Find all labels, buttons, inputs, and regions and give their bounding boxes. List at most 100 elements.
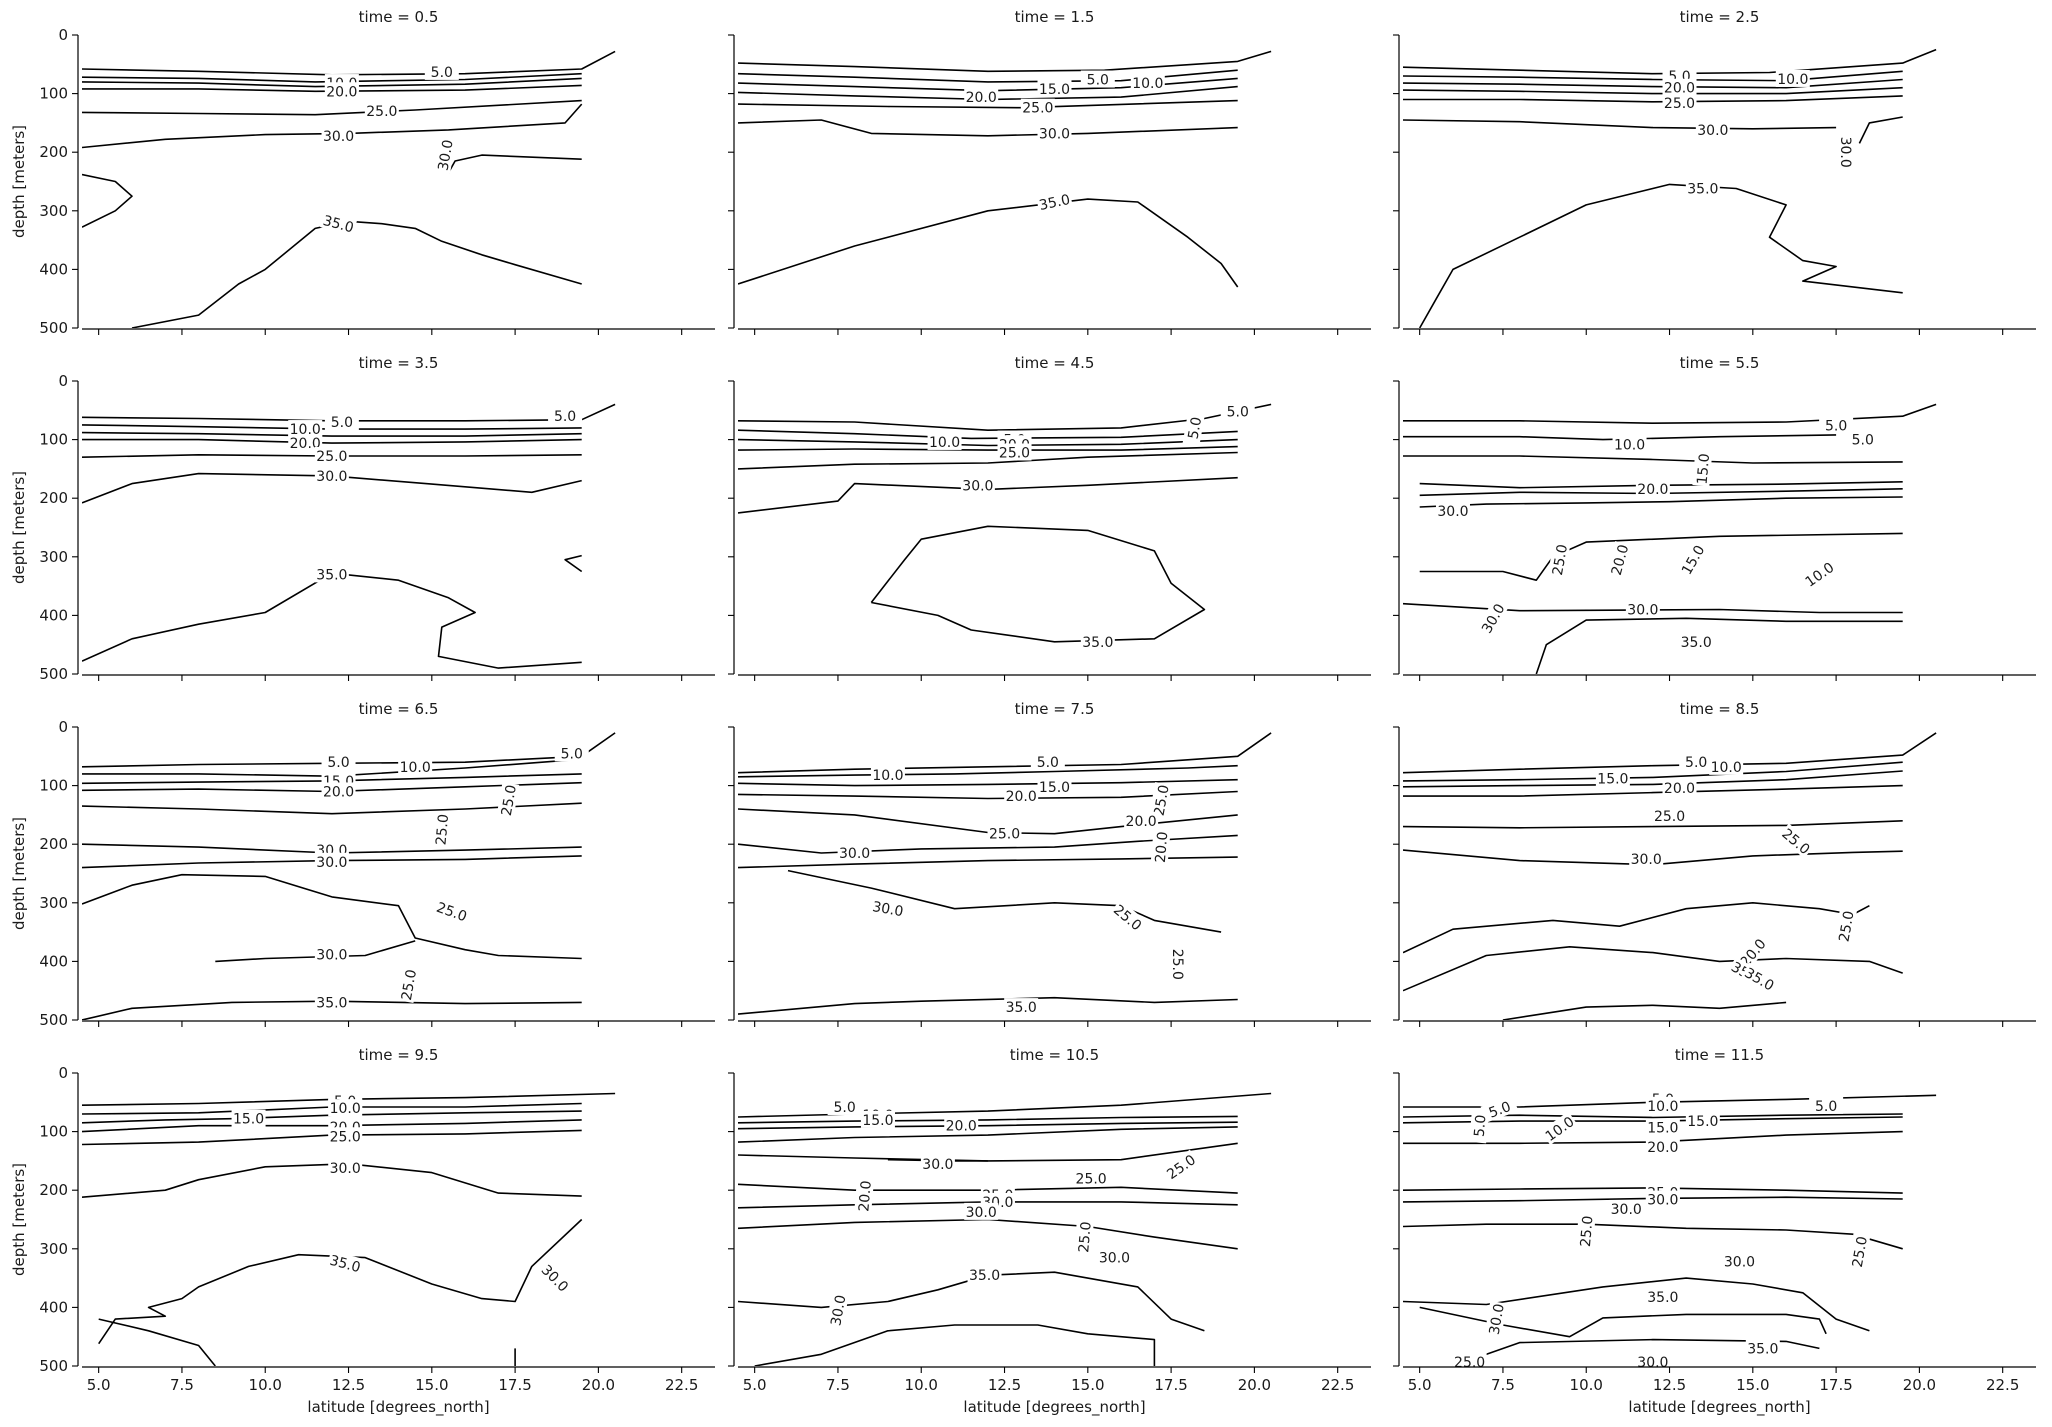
contour-line-5.0 — [1403, 732, 1937, 774]
contour-line-30.0 — [1419, 1306, 1827, 1338]
contour-label: 30.0 — [330, 1161, 361, 1177]
contour-label: 30.0 — [922, 1157, 953, 1173]
contour-label-background — [1036, 189, 1073, 214]
x-tick-label: 5.0 — [1408, 1376, 1432, 1394]
contour-line-25.0 — [738, 1218, 1238, 1250]
panel-9: time = 8.55.0 10.015.020.025.025.030.025.… — [1393, 700, 2036, 1027]
contour-label: 25.0 — [499, 784, 520, 817]
contour-label-background — [1679, 753, 1714, 771]
contour-label: 10.0 — [929, 435, 960, 451]
contour-label-background — [328, 1158, 363, 1176]
contour-line-35.0 — [564, 554, 583, 573]
x-tick-label: 12.5 — [988, 1376, 1021, 1394]
contour-lines — [82, 403, 616, 669]
x-tick-label: 10.0 — [905, 1376, 938, 1394]
contour-line-35.0 — [738, 198, 1239, 288]
contour-label-background — [1635, 1352, 1670, 1370]
contour-line-25.0 — [738, 1142, 1238, 1162]
panel-8: time = 7.55.010.015.020.0 25.020.020.025.… — [728, 700, 1371, 1027]
contour-label-background — [1080, 632, 1115, 650]
y-tick-label: 100 — [39, 1123, 68, 1141]
contour-label: 15.0 — [1039, 82, 1070, 98]
contour-label-background — [854, 1178, 875, 1214]
contour-line-10.0 — [1403, 761, 1903, 782]
contour-line-10.0 — [1403, 70, 1903, 82]
contour-line-15.0 — [738, 1121, 1238, 1130]
contour-line-30.0 — [787, 869, 1222, 933]
contour-label: 25.0 — [1654, 809, 1685, 825]
contour-label: 30.0 — [1837, 137, 1853, 168]
contour-line-35.0 — [1535, 617, 1903, 674]
contour-label: 15.0 — [233, 1112, 264, 1128]
panel-title: time = 5.5 — [1680, 354, 1760, 372]
contour-label: 10.0 — [400, 760, 431, 776]
contour-label-background — [964, 88, 999, 106]
contour-label: 30.0 — [962, 478, 993, 494]
contour-label: 5.0 — [561, 746, 583, 762]
contour-label-background — [870, 766, 905, 784]
contour-line-20.0 — [1403, 784, 1903, 797]
contour-line-30.0 — [82, 1163, 582, 1198]
contour-label-background — [1469, 1108, 1490, 1144]
contour-label-background — [314, 993, 349, 1011]
contour-line-25.0 — [738, 451, 1238, 470]
contour-line-30.0 — [447, 154, 582, 174]
contour-label-background — [1740, 962, 1779, 995]
y-tick-label: 300 — [39, 548, 68, 566]
panel-title: time = 8.5 — [1680, 700, 1760, 718]
contour-label-background — [1709, 757, 1744, 775]
contour-label: 20.0 — [323, 784, 354, 800]
contour-label: 5.0 — [431, 65, 453, 81]
contour-label: 20.0 — [966, 90, 997, 106]
contour-label: 15.0 — [1687, 1114, 1718, 1130]
contour-line-10.0 — [738, 1115, 1238, 1124]
contour-label: 10.0 — [1647, 1099, 1678, 1115]
y-tick-label: 100 — [39, 431, 68, 449]
contour-label-background — [1080, 70, 1115, 88]
contour-label: 15.0 — [1647, 1120, 1678, 1136]
contour-label-background — [1037, 79, 1072, 97]
panel-title: time = 4.5 — [1015, 354, 1095, 372]
contour-line-35.0 — [1452, 1338, 1820, 1366]
contour-line-35.0 — [82, 173, 133, 228]
panel-4: time = 3.5 5.0 10.020.025.0 30.0 35.0 5.0 0 100… — [10, 354, 715, 683]
contour-line-35.0 — [870, 525, 1206, 643]
contour-lines — [738, 1092, 1272, 1366]
contour-label-background — [1685, 179, 1720, 197]
contour-label: 25.0 — [1850, 1235, 1871, 1268]
y-tick-label: 500 — [39, 665, 68, 683]
contour-label-background — [1845, 430, 1880, 448]
contour-label: 35.0 — [1747, 1341, 1778, 1357]
contour-label: 25.0 — [330, 1129, 361, 1145]
contour-label-background — [396, 966, 420, 1003]
contour-label-background — [1847, 1233, 1871, 1270]
contour-line-35.0 — [738, 996, 1238, 1015]
contour-label-background — [1074, 1219, 1094, 1255]
contour-label-background — [1109, 899, 1147, 935]
contour-label-background — [1662, 78, 1697, 96]
contour-label-background — [1037, 777, 1072, 795]
contour-label-background — [1020, 98, 1055, 116]
contour-label-background — [1625, 600, 1660, 618]
contour-label-background — [1595, 769, 1630, 787]
contour-label: 35.0 — [1681, 635, 1712, 651]
contour-label-background — [1819, 416, 1854, 434]
contour-lines — [1403, 732, 1937, 1020]
contour-label-background — [869, 896, 907, 920]
contour-label-background — [960, 476, 995, 494]
contour-label: 30.0 — [966, 1205, 997, 1221]
contour-label: 35.0 — [316, 567, 347, 583]
contour-label-background — [1612, 435, 1647, 453]
contour-label: 20.0 — [1637, 482, 1668, 498]
contour-label-background — [1645, 1190, 1680, 1208]
contour-line-10.0 — [1403, 602, 1903, 614]
x-tick-label: 20.0 — [582, 1376, 615, 1394]
contour-label-background — [1645, 1096, 1680, 1114]
y-tick-label: 500 — [39, 1011, 68, 1029]
contour-label-background — [398, 757, 433, 775]
contour-label: 30.0 — [839, 846, 870, 862]
panel-title: time = 6.5 — [359, 700, 439, 718]
contour-label: 20.0 — [1664, 781, 1695, 797]
contour-line-20.0 — [1403, 86, 1903, 95]
contour-label: 30.0 — [316, 469, 347, 485]
